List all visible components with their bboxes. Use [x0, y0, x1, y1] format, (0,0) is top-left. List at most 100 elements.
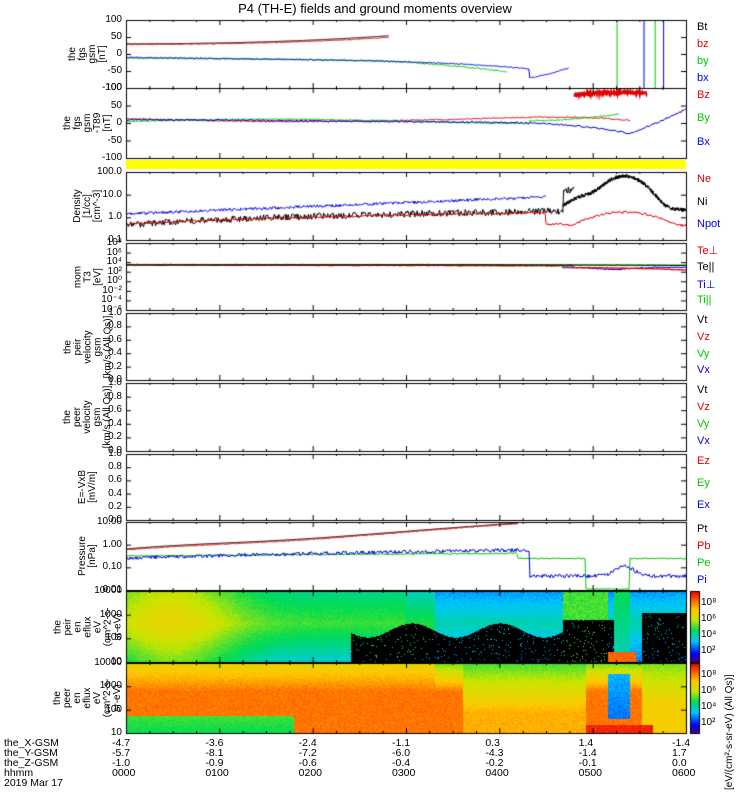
- panel-density-tick: 1.0: [108, 211, 122, 223]
- orbit-value: -0.2: [485, 757, 504, 769]
- orbit-value: 1.4: [578, 737, 594, 749]
- colorbar-label: 10⁸: [701, 597, 717, 608]
- orbit-row-label-the_Y-GSM: the_Y-GSM: [4, 747, 58, 759]
- chart-title: P4 (TH-E) fields and ground moments over…: [238, 1, 512, 16]
- panel-fgs-dc-tick: 100: [105, 82, 122, 93]
- panel-ve-tick: 0.8: [108, 390, 122, 402]
- panel-efield-tick: 0.8: [108, 461, 122, 473]
- colorbar-label: 10²: [701, 717, 716, 728]
- panel-temperature-tick: 10⁻⁴: [101, 294, 122, 306]
- legend-fgs-2: by: [697, 55, 709, 67]
- orbit-value: -0.9: [205, 757, 224, 769]
- legend-fgs-dc-2: Bx: [697, 135, 710, 148]
- legend-vi-0: Vt: [697, 314, 708, 326]
- panel-fgs-tick: -50: [107, 65, 122, 76]
- legend-pressure-0: Pt: [697, 523, 708, 535]
- panel-ve-tick: 1.0: [108, 377, 122, 388]
- colorbar-label: 10⁶: [701, 613, 717, 624]
- panel-fgs-dc-tick: -50: [107, 134, 122, 146]
- orbit-value: -0.4: [392, 757, 411, 769]
- panel-ve-tick: 0.2: [108, 431, 122, 443]
- orbit-value: 0400: [485, 767, 509, 779]
- legend-efield-2: Ex: [697, 499, 710, 511]
- legend-fgs-dc-1: By: [697, 112, 710, 125]
- legend-vi-3: Vx: [697, 364, 710, 377]
- legend-density-1: Ni: [697, 195, 708, 208]
- panel-vi-tick: 0.6: [108, 333, 122, 345]
- orbit-value: 0200: [298, 767, 323, 779]
- panel-pressure-ylabel: Pressure [nPa]: [77, 536, 98, 577]
- orbit-row-label-hhmm: hhmm: [4, 767, 34, 779]
- panel-pressure-tick: 1.00: [102, 538, 122, 550]
- panel-vi-tick: 0.0: [108, 374, 122, 385]
- panel-vi-tick: 1.0: [108, 307, 122, 318]
- panel-density-ylabel: Density [1/cc] [cm^-3]: [72, 189, 103, 223]
- orbit-value: 0600: [672, 767, 696, 779]
- panel-vi-tick: 0.8: [108, 320, 122, 332]
- panel-ion-spec-tick: 10000: [94, 585, 122, 596]
- legend-fgs-dc-0: Bz: [697, 89, 710, 101]
- panel-pressure-tick: 10.00: [96, 516, 122, 527]
- orbit-value: 0.0: [672, 757, 687, 769]
- panel-temperature-tick: 10⁴: [106, 256, 122, 268]
- legend-pressure-1: Pb: [697, 540, 711, 552]
- orbit-value: -0.6: [298, 757, 317, 769]
- panel-ion-spec-tick: 10: [110, 656, 122, 667]
- panel-efield-tick: 1.0: [108, 448, 122, 459]
- panel-density-tick: 10.0: [102, 188, 122, 200]
- legend-pressure-3: Pi: [697, 574, 707, 586]
- orbit-value: 1.7: [672, 747, 687, 759]
- orbit-value: -3.6: [205, 737, 224, 749]
- panel-pressure-tick: 0.10: [102, 561, 122, 573]
- panel-fgs-tick: 0: [116, 48, 122, 59]
- panel-vi-tick: 0.4: [108, 347, 122, 359]
- legend-ve-1: Vz: [697, 401, 710, 413]
- colorbar-label: 10⁸: [701, 669, 717, 680]
- panel-ele-spec-tick: 100: [105, 703, 122, 715]
- panel-temperature-tick: 10⁸: [106, 237, 122, 248]
- panel-temperature-tick: 10⁻²: [102, 284, 122, 296]
- orbit-value: -8.1: [205, 747, 224, 759]
- panel-efield-tick: 0.6: [108, 474, 122, 486]
- orbit-value: 0500: [578, 767, 603, 779]
- orbit-value: -1.4: [672, 737, 691, 749]
- panel-fgs-dc-tick: 0: [116, 117, 122, 128]
- orbit-value: 0000: [112, 767, 136, 779]
- colorbar-title: [eV/(cm²-s-sr-eV) (All Qs)]: [724, 674, 735, 790]
- legend-fgs-1: bz: [697, 38, 709, 50]
- legend-temperature-1: Te||: [697, 260, 715, 273]
- orbit-row-label-the_X-GSM: the_X-GSM: [4, 737, 59, 749]
- panel-density-tick: 100.0: [96, 166, 122, 177]
- panel-temperature-tick: 10²: [107, 265, 122, 277]
- panel-fgs-dc-tick: 50: [110, 99, 122, 111]
- orbit-value: -1.0: [112, 757, 131, 769]
- panel-vi-tick: 0.2: [108, 360, 122, 372]
- orbit-value: -1.1: [392, 737, 411, 749]
- legend-vi-2: Vy: [697, 347, 710, 360]
- colorbar-label: 10⁶: [701, 685, 717, 696]
- orbit-value: 0100: [205, 767, 229, 779]
- panel-ve-tick: 0.4: [108, 417, 122, 429]
- orbit-value: -7.2: [298, 747, 317, 759]
- panel-ele-spec-tick: 10: [110, 727, 122, 738]
- panel-ion-spec-ylabel: the peir en eflux eV (cm^2-s- sr-eV): [52, 607, 123, 646]
- panel-fgs-tick: 50: [110, 31, 122, 42]
- orbit-value: 0300: [392, 767, 416, 779]
- legend-fgs-3: bx: [697, 72, 709, 84]
- legend-ve-2: Vy: [697, 418, 710, 430]
- panel-ion-spec-tick: 1000: [99, 608, 122, 620]
- panel-fgs-tick: 100: [105, 14, 122, 25]
- panel-ele-spec-ylabel: the peer en eflux eV (cm^2-s- sr-eV): [52, 678, 123, 718]
- colorbar-label: 10⁴: [701, 701, 717, 712]
- panel-temperature-tick: 10⁶: [106, 246, 122, 258]
- panel-fgs-dc-tick: -100: [101, 152, 122, 163]
- panel-efield-tick: 0.2: [108, 500, 122, 512]
- legend-ve-3: Vx: [697, 435, 710, 447]
- orbit-value: -2.4: [298, 737, 317, 749]
- date-label: 2019 Mar 17: [4, 777, 63, 789]
- legend-temperature-0: Te⊥: [697, 245, 719, 257]
- legend-density-2: Npot: [697, 218, 721, 231]
- panel-efield-tick: 0.0: [108, 514, 122, 525]
- panel-ve-tick: 0.6: [108, 404, 122, 416]
